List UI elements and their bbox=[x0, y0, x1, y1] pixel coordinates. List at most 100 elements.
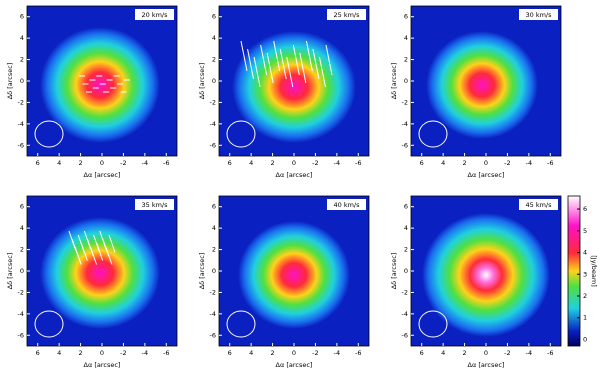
y-tick-label: -4 bbox=[210, 310, 216, 318]
x-tick-label: 0 bbox=[100, 159, 104, 167]
x-tick-label: -4 bbox=[526, 349, 532, 357]
emission-map bbox=[238, 221, 350, 329]
x-tick-label: 0 bbox=[292, 349, 296, 357]
polarization-vector bbox=[312, 48, 320, 80]
y-tick-label: 4 bbox=[20, 34, 24, 42]
channel-label: 35 km/s bbox=[141, 201, 168, 209]
polarization-vector bbox=[325, 44, 333, 76]
channel-label: 20 km/s bbox=[141, 11, 168, 19]
y-tick-label: -4 bbox=[402, 310, 408, 318]
y-tick-label: -2 bbox=[210, 98, 216, 106]
x-tick-label: 6 bbox=[420, 159, 424, 167]
polarization-vector bbox=[279, 48, 287, 80]
y-axis-label: Δδ [arcsec] bbox=[6, 63, 14, 100]
x-tick-label: -2 bbox=[120, 349, 126, 357]
x-tick-label: 4 bbox=[57, 349, 61, 357]
beam bbox=[418, 310, 448, 338]
y-tick-label: -2 bbox=[210, 288, 216, 296]
x-tick-label: -2 bbox=[312, 349, 318, 357]
polarization-vector bbox=[90, 246, 98, 265]
x-tick-label: -4 bbox=[142, 349, 148, 357]
polarization-vector bbox=[266, 52, 274, 84]
y-tick-label: -6 bbox=[210, 141, 216, 149]
y-axis-label: Δδ [arcsec] bbox=[390, 253, 398, 290]
x-axis-label: Δα [arcsec] bbox=[468, 361, 505, 369]
x-tick-label: 2 bbox=[463, 159, 467, 167]
y-tick-label: 6 bbox=[20, 13, 24, 21]
y-tick-label: -2 bbox=[402, 98, 408, 106]
beam bbox=[34, 310, 64, 338]
y-tick-label: -6 bbox=[402, 141, 408, 149]
y-axis-label: Δδ [arcsec] bbox=[390, 63, 398, 100]
x-tick-label: 6 bbox=[228, 159, 232, 167]
x-tick-label: -6 bbox=[355, 159, 361, 167]
x-tick-label: 6 bbox=[228, 349, 232, 357]
y-tick-label: 0 bbox=[20, 77, 24, 85]
x-axis-label: Δα [arcsec] bbox=[84, 171, 121, 179]
emission-map bbox=[426, 31, 538, 139]
x-tick-label: 2 bbox=[79, 159, 83, 167]
y-tick-label: 4 bbox=[404, 34, 408, 42]
y-tick-label: 2 bbox=[20, 56, 24, 64]
polarization-vector bbox=[292, 44, 300, 76]
beam bbox=[226, 120, 256, 148]
beam bbox=[418, 120, 448, 148]
y-tick-label: -6 bbox=[18, 331, 24, 339]
channel-label: 30 km/s bbox=[525, 11, 552, 19]
colorbar-tick-label: 6 bbox=[583, 205, 587, 213]
channel-label-box bbox=[135, 9, 174, 20]
x-tick-label: -6 bbox=[547, 349, 553, 357]
y-tick-label: 2 bbox=[212, 246, 216, 254]
y-tick-label: 6 bbox=[212, 203, 216, 211]
polarization-vector bbox=[260, 44, 268, 76]
x-tick-label: -6 bbox=[163, 159, 169, 167]
x-tick-label: 2 bbox=[463, 349, 467, 357]
y-tick-label: 2 bbox=[404, 56, 408, 64]
channel-label: 25 km/s bbox=[333, 11, 360, 19]
y-tick-label: 6 bbox=[212, 13, 216, 21]
x-tick-label: 0 bbox=[484, 159, 488, 167]
y-tick-label: 2 bbox=[20, 246, 24, 254]
y-tick-label: 0 bbox=[212, 77, 216, 85]
beam bbox=[34, 120, 64, 148]
polarization-vector bbox=[96, 242, 104, 261]
y-tick-label: 0 bbox=[404, 267, 408, 275]
polarization-vector bbox=[286, 56, 294, 88]
y-axis-label: Δδ [arcsec] bbox=[6, 253, 14, 290]
x-axis-label: Δα [arcsec] bbox=[276, 171, 313, 179]
colorbar-tick-label: 3 bbox=[583, 270, 587, 278]
channel-label-box bbox=[519, 9, 558, 20]
x-tick-label: 6 bbox=[36, 159, 40, 167]
x-tick-label: 0 bbox=[484, 349, 488, 357]
colorbar-tick-label: 2 bbox=[583, 292, 587, 300]
y-tick-label: -4 bbox=[402, 120, 408, 128]
x-tick-label: 0 bbox=[292, 159, 296, 167]
y-tick-label: 2 bbox=[404, 246, 408, 254]
y-tick-label: 6 bbox=[404, 203, 408, 211]
y-tick-label: -2 bbox=[18, 98, 24, 106]
polarization-vector bbox=[240, 40, 248, 72]
y-tick-label: 0 bbox=[404, 77, 408, 85]
x-tick-label: -2 bbox=[504, 159, 510, 167]
x-tick-label: 4 bbox=[249, 159, 253, 167]
y-tick-label: 0 bbox=[20, 267, 24, 275]
emission-map bbox=[40, 217, 160, 329]
y-axis-label: Δδ [arcsec] bbox=[198, 63, 206, 100]
channel-label-box bbox=[327, 9, 366, 20]
y-tick-label: 4 bbox=[212, 34, 216, 42]
x-tick-label: -4 bbox=[334, 349, 340, 357]
x-tick-label: 4 bbox=[441, 349, 445, 357]
polarization-vector bbox=[273, 40, 281, 72]
polarization-vector bbox=[80, 242, 88, 261]
y-tick-label: -2 bbox=[18, 288, 24, 296]
channel-label-box bbox=[327, 199, 366, 210]
y-tick-label: 4 bbox=[20, 224, 24, 232]
x-tick-label: -2 bbox=[120, 159, 126, 167]
polarization-vector bbox=[108, 234, 116, 253]
channel-label-box bbox=[135, 199, 174, 210]
x-tick-label: 4 bbox=[441, 159, 445, 167]
polarization-vector bbox=[253, 56, 261, 88]
x-tick-label: 2 bbox=[79, 349, 83, 357]
y-tick-label: -6 bbox=[402, 331, 408, 339]
polarization-vector bbox=[305, 40, 313, 72]
